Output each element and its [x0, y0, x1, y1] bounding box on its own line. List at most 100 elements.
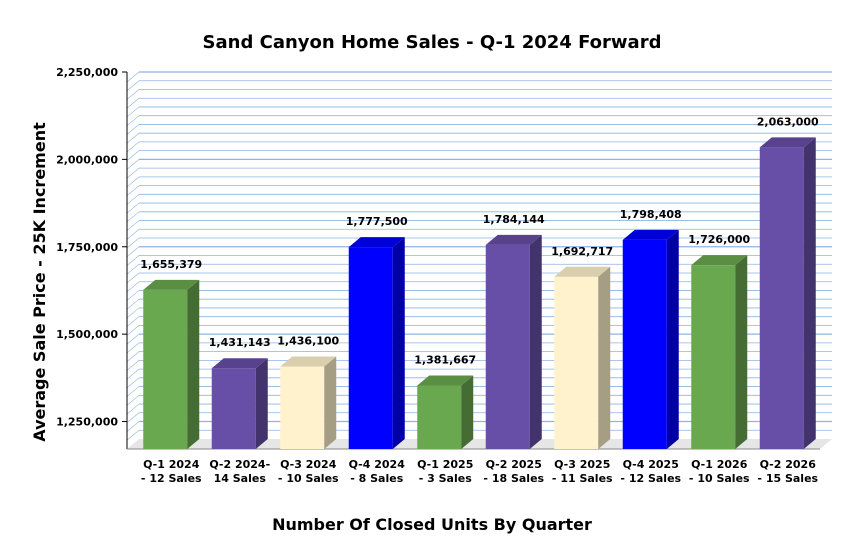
bar-side — [666, 229, 679, 449]
bar-side — [324, 356, 337, 449]
bar-side — [461, 375, 474, 449]
bar-side — [803, 137, 816, 449]
x-tick-label: Q-4 2025- 12 Sales — [620, 458, 681, 485]
wall-gridline — [126, 290, 140, 301]
x-tick-label: Q-2 2025- 18 Sales — [483, 458, 544, 485]
bar-top — [554, 266, 611, 277]
bar — [759, 137, 816, 449]
y-axis-title: Average Sale Price - 25K Increment — [30, 122, 49, 442]
wall-gridline — [126, 220, 140, 231]
y-tick-label: 1,500,000 — [56, 328, 118, 341]
wall-gridline — [126, 333, 140, 345]
x-tick-label: Q-3 2025- 11 Sales — [552, 458, 613, 485]
wall-gridline — [126, 150, 140, 161]
x-tick-label: Q-1 2025- 3 Sales — [417, 458, 473, 485]
bar-front — [691, 265, 736, 449]
wall-gridline — [126, 229, 140, 240]
wall-gridline — [126, 194, 140, 205]
bar-side — [187, 279, 200, 449]
bar-top — [348, 237, 405, 248]
bar — [143, 279, 200, 449]
wall-gridline — [126, 342, 140, 354]
bar-top — [211, 358, 268, 369]
bar — [485, 234, 542, 449]
labels: 1,250,000 1,500,000 1,750,000 2,000,000 2,25… — [56, 66, 819, 485]
wall-gridline — [126, 281, 140, 292]
y-tick-label: 2,000,000 — [56, 153, 118, 166]
bar-value-label: 1,777,500 — [346, 215, 408, 228]
bar-front — [622, 239, 667, 449]
x-tick-label: Q-1 2026- 10 Sales — [689, 458, 750, 485]
bar-top — [691, 255, 748, 266]
bar-side — [735, 255, 748, 449]
wall-gridline — [126, 246, 140, 257]
bar — [554, 266, 611, 449]
bar — [417, 375, 474, 449]
x-tick-label: Q-4 2024- 8 Sales — [349, 458, 406, 485]
bar-value-label: 1,431,143 — [209, 336, 271, 349]
bar-value-label: 1,692,717 — [551, 245, 613, 258]
wall-gridline — [126, 141, 140, 153]
x-tick-label: Q-2 2024-14 Sales — [209, 458, 270, 485]
x-tick-label: Q-3 2024- 10 Sales — [278, 458, 339, 485]
bar-top — [622, 229, 679, 240]
bar — [348, 237, 405, 449]
wall-gridline — [126, 159, 140, 170]
x-tick-label: Q-1 2024- 12 Sales — [141, 458, 202, 485]
wall-gridline — [126, 298, 140, 310]
x-tick-label: Q-2 2026- 15 Sales — [757, 458, 818, 485]
bar-value-label: 1,381,667 — [414, 354, 476, 367]
bar-side — [529, 234, 542, 449]
bar — [691, 255, 748, 449]
wall-gridline — [126, 272, 140, 284]
wall-gridline — [126, 176, 140, 188]
wall-gridline — [126, 124, 140, 135]
wall-gridline — [126, 89, 140, 100]
wall-gridline — [126, 202, 140, 214]
bar-side — [255, 358, 268, 449]
bar-value-label: 2,063,000 — [757, 115, 819, 128]
y-tick-label: 1,250,000 — [56, 416, 118, 429]
wall-gridline — [126, 412, 140, 424]
bar-top — [759, 137, 816, 148]
bar-value-label: 1,655,379 — [140, 258, 202, 271]
wall-gridline — [126, 80, 140, 91]
wall-gridline — [126, 211, 140, 223]
wall-gridline — [126, 132, 140, 144]
bar-value-label: 1,726,000 — [688, 233, 750, 246]
wall-gridline — [126, 71, 140, 83]
wall-gridline — [126, 264, 140, 275]
wall-gridline — [126, 360, 140, 371]
bar-side — [392, 237, 405, 449]
wall-gridline — [126, 421, 140, 432]
bar-top — [417, 375, 474, 386]
bar-front — [211, 368, 256, 449]
bar-front — [417, 385, 462, 449]
wall-gridline — [126, 325, 140, 336]
wall-gridline — [126, 403, 140, 415]
bars — [143, 137, 816, 449]
wall-gridline — [126, 351, 140, 362]
bar-front — [143, 289, 188, 449]
bar-value-label: 1,784,144 — [483, 213, 545, 226]
bar-front — [348, 247, 393, 449]
chart-title: Sand Canyon Home Sales - Q-1 2024 Forwar… — [203, 32, 662, 53]
wall-gridline — [126, 430, 140, 441]
bar-front — [485, 244, 530, 449]
wall-gridline — [126, 97, 140, 109]
wall-gridline — [126, 395, 140, 406]
wall-gridline — [126, 255, 140, 266]
bar-value-label: 1,798,408 — [620, 208, 682, 221]
bar-side — [598, 266, 611, 449]
y-tick-label: 1,750,000 — [56, 241, 118, 254]
wall-gridline — [126, 307, 140, 319]
bar-front — [554, 276, 599, 449]
y-tick-label: 2,250,000 — [56, 66, 118, 79]
wall-gridline — [126, 167, 140, 179]
wall-gridline — [126, 377, 140, 389]
wall-gridline — [126, 185, 140, 196]
wall-gridline — [126, 106, 140, 118]
bar — [622, 229, 679, 449]
bar-front — [759, 147, 804, 449]
